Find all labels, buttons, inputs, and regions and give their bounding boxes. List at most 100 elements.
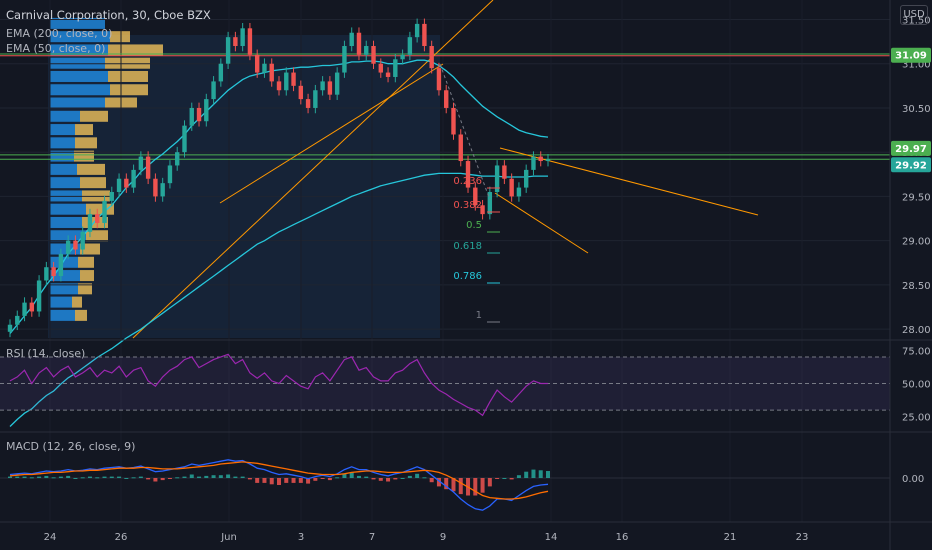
candle-body	[22, 302, 27, 316]
candle-body	[44, 267, 49, 281]
macd-histogram-bar	[364, 476, 369, 478]
macd-histogram-bar	[22, 476, 27, 478]
volume-profile-up-bar	[50, 137, 75, 149]
fib-level-label: 0.382	[453, 200, 482, 211]
macd-histogram-bar	[386, 478, 391, 482]
macd-histogram-bar	[117, 476, 122, 478]
candle-body	[182, 125, 187, 153]
macd-histogram-bar	[277, 478, 281, 485]
rsi-tick-label: 50.00	[902, 380, 931, 391]
volume-profile-down-bar	[108, 70, 148, 82]
macd-legend[interactable]: MACD (12, 26, close, 9)	[6, 440, 136, 453]
candle-body	[516, 187, 522, 197]
volume-profile-up-bar	[50, 97, 105, 109]
ema200-line	[9, 172, 548, 427]
macd-histogram-bar	[109, 476, 114, 478]
date-tick-label: 23	[796, 532, 809, 543]
price-tick-label: 31.50	[902, 15, 931, 26]
volume-profile-down-bar	[82, 216, 108, 228]
macd-histogram-bar	[516, 475, 521, 478]
price-badge-label: 29.92	[895, 160, 927, 171]
macd-histogram-bar	[284, 478, 289, 483]
candle-body	[356, 32, 362, 55]
ema200-legend[interactable]: EMA (200, close, 0)	[6, 27, 113, 40]
volume-profile-up-bar	[50, 309, 75, 321]
price-tick-label: 29.50	[902, 192, 931, 203]
candle-body	[240, 28, 245, 47]
volume-profile-down-bar	[86, 203, 114, 215]
candle-body	[465, 161, 471, 188]
macd-histogram-bar	[204, 475, 209, 478]
candle-body	[284, 72, 289, 91]
candle-body	[102, 200, 107, 223]
price-badge-label: 31.09	[895, 51, 927, 62]
macd-histogram-bar	[233, 476, 238, 478]
axis-labels: 31.50 31.00 30.50 3 0.00 29.50 29.00 28.50 28.00…	[44, 15, 931, 543]
candle-body	[473, 187, 478, 206]
candle-body	[225, 37, 231, 64]
macd-histogram-bar	[458, 478, 463, 495]
macd-histogram-bar	[473, 478, 478, 496]
macd-histogram-bar	[247, 478, 252, 480]
price-badge[interactable]	[891, 47, 931, 63]
macd-histogram-bar	[189, 474, 194, 478]
grid-lines	[0, 18, 890, 330]
macd-histogram-bar	[102, 476, 107, 478]
rsi-line	[9, 353, 548, 417]
volume-profile-up-bar	[50, 203, 86, 215]
candle-body	[254, 54, 260, 73]
volume-profile-up-bar	[50, 283, 78, 295]
candle-body	[291, 72, 296, 86]
macd-histogram-bar	[182, 476, 187, 478]
macd-histogram-bar	[262, 478, 267, 483]
price-tick-label: 30.50	[902, 104, 931, 115]
macd-histogram-bar	[211, 475, 216, 478]
candle-body	[313, 90, 318, 108]
macd-histogram-bar	[73, 478, 78, 479]
macd-line	[9, 459, 549, 511]
ema50-line	[9, 59, 549, 335]
candle-body	[364, 46, 369, 55]
macd-histogram-bar	[349, 472, 354, 478]
date-tick-label: 14	[545, 532, 558, 543]
macd-histogram-bar	[524, 471, 529, 478]
candle-body	[109, 192, 114, 201]
macd-histogram-bar	[124, 478, 129, 479]
rising-channel-lower-line[interactable]	[219, 63, 444, 204]
candle-body	[95, 214, 100, 223]
macd-tick-label: 0.00	[902, 474, 924, 485]
macd-histogram-bar	[51, 477, 56, 479]
ema50-legend[interactable]: EMA (50, close, 0)	[6, 42, 106, 55]
currency-button[interactable]: USD	[900, 5, 928, 25]
volume-profile-up-bar	[50, 110, 80, 122]
candle-body	[211, 81, 216, 100]
fib-level-label: 0.236	[453, 176, 482, 187]
macd-histogram-bar	[291, 478, 296, 483]
candle-body	[175, 152, 180, 166]
falling-wedge-upper-line[interactable]	[499, 147, 759, 216]
candle-body	[320, 81, 325, 91]
volume-profile-down-bar	[80, 110, 108, 122]
candle-body	[247, 28, 253, 55]
candle-body	[451, 107, 456, 135]
candle-body	[407, 37, 413, 55]
volume-profile-up-bar	[50, 84, 110, 96]
price-tick-label: 28.50	[902, 281, 931, 292]
price-badge[interactable]	[891, 157, 931, 173]
price-badge[interactable]	[891, 140, 931, 156]
rsi-legend[interactable]: RSI (14, close)	[6, 347, 86, 360]
fib-level-label: 1	[476, 310, 482, 321]
falling-wedge-lower-line[interactable]	[494, 192, 589, 254]
fibonacci-retracement[interactable]: 0.236 0.382 0.5 0.618 0.786 1	[439, 63, 500, 323]
macd-histogram-bar	[400, 478, 405, 479]
ema-lines	[9, 59, 549, 427]
macd-histogram-bar	[320, 478, 325, 479]
macd-histogram-bar	[495, 478, 500, 479]
volume-profile-down-bar	[80, 177, 106, 189]
candle-body	[73, 240, 78, 250]
volume-profile-up-bar	[50, 270, 80, 282]
macd-histogram-bar	[393, 478, 398, 480]
